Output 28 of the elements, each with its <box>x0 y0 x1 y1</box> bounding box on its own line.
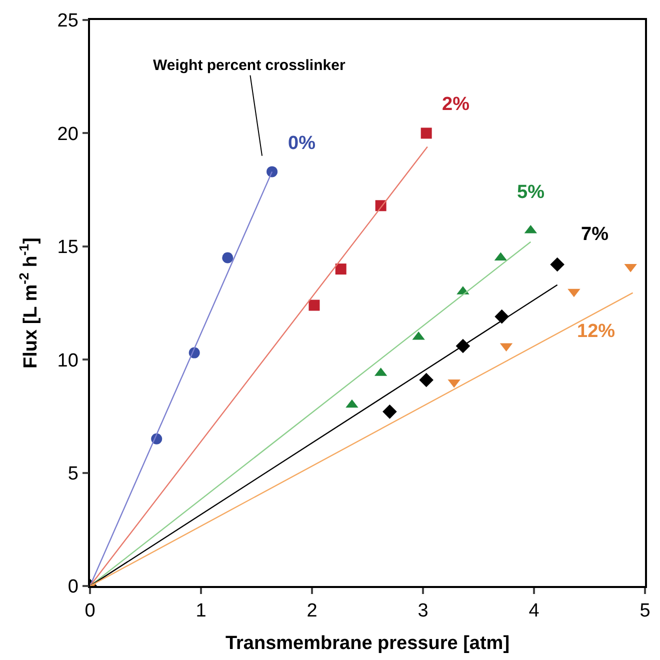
point <box>335 264 346 275</box>
y-tick-label: 25 <box>57 10 78 32</box>
series-label: 2% <box>442 94 470 115</box>
point <box>222 252 234 264</box>
y-tick-label: 15 <box>57 237 78 258</box>
annotation: Weight percent crosslinker <box>153 57 346 74</box>
x-axis-title: Transmembrane pressure [atm] <box>225 632 510 654</box>
point <box>266 166 278 178</box>
series-label: 12% <box>577 321 616 342</box>
x-tick-label: 0 <box>84 600 96 622</box>
point <box>420 128 432 139</box>
y-tick-label: 20 <box>57 124 78 145</box>
series-label: 5% <box>517 182 545 203</box>
y-tick-label: 10 <box>57 350 78 372</box>
y-tick-label: 5 <box>68 463 78 484</box>
x-tick-label: 4 <box>528 600 540 622</box>
point <box>550 257 564 272</box>
x-tick-label: 3 <box>418 600 428 622</box>
point <box>419 372 434 388</box>
x-tick-label: 1 <box>196 600 206 622</box>
x-tick-label: 5 <box>640 600 650 622</box>
y-tick-label: 0 <box>68 576 78 598</box>
series-label: 0% <box>288 133 316 154</box>
x-tick-label: 2 <box>306 600 318 622</box>
point <box>456 338 470 354</box>
point <box>382 404 397 419</box>
series-label: 7% <box>581 224 609 245</box>
point <box>308 300 320 311</box>
